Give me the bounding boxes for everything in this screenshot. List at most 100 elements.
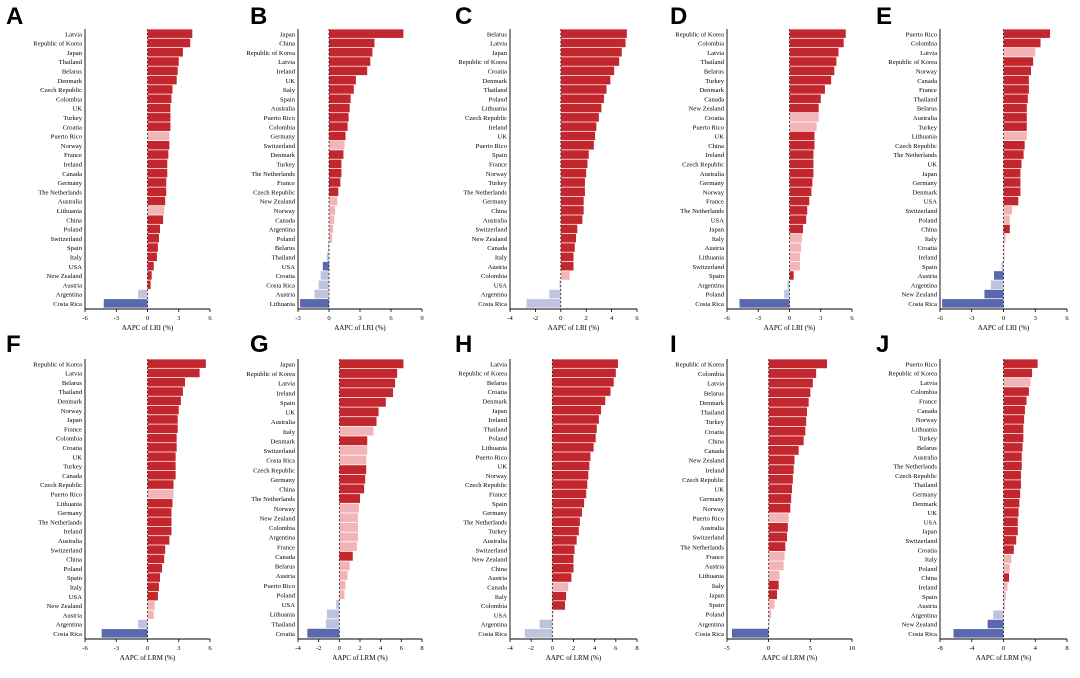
x-tick-label: 4 [379,645,383,652]
category-label: Australia [483,538,507,545]
bar [768,369,817,378]
bar [789,103,819,113]
bar [147,377,185,387]
category-label: Puerto Rico [476,454,508,461]
x-tick-label: 6 [850,315,854,322]
category-label: Ireland [63,161,82,168]
bar [552,489,587,499]
category-label: Switzerland [906,208,938,215]
bar [789,243,801,252]
category-label: Thailand [701,410,725,417]
bar [789,168,814,178]
category-label: The Netherlands [463,519,507,526]
category-label: Thailand [701,59,725,66]
x-tick-label: 4 [593,645,597,652]
bar [1003,526,1018,536]
category-label: New Zealand [902,622,938,629]
category-label: Italy [925,236,938,243]
x-tick-label: 0 [1002,645,1006,652]
category-label: Canada [487,245,507,252]
bar [147,113,171,122]
x-tick-label: 0 [788,315,792,322]
bar [1003,573,1010,582]
bar [339,551,353,561]
bar [789,66,835,76]
bar [339,590,345,600]
bar [147,140,170,150]
category-label: Norway [703,506,725,513]
category-label: Turkey [63,464,83,471]
category-label: Norway [916,417,938,424]
bar [1001,261,1004,271]
category-label: Norway [274,208,296,215]
category-label: Austria [276,573,295,580]
category-label: Latvia [707,381,724,388]
bar [1003,215,1010,224]
x-tick-label: -2 [533,315,539,322]
bar [1003,140,1025,150]
category-label: Republic of Korea [33,41,82,48]
bar [526,299,561,308]
category-label: Germany [57,510,82,517]
bar [339,484,365,494]
category-label: Belarus [275,564,296,571]
bar [1003,508,1019,517]
x-tick-label: 8 [1065,645,1069,652]
bar [326,252,329,262]
bar [1003,396,1027,406]
x-tick-label: 2 [585,315,588,322]
x-axis-label: AAPC of LRI (%) [122,324,174,332]
category-label: Spain [709,273,725,280]
x-tick-label: -3 [114,315,120,322]
bar [147,159,168,169]
bar [560,57,620,66]
category-label: Costa Rica [478,301,507,308]
bar [768,407,807,417]
category-label: Colombia [698,371,724,378]
bar [560,159,588,169]
category-label: Norway [61,143,83,150]
bar [768,426,806,436]
category-label: Republic of Korea [888,59,937,66]
category-label: Ireland [705,467,724,474]
bar [552,396,606,406]
bar [789,47,839,57]
category-label: Austria [488,575,507,582]
category-label: Norway [916,68,938,75]
category-label: The Netherlands [251,171,295,178]
category-label: Belarus [487,31,508,38]
category-label: UK [497,134,507,141]
category-label: New Zealand [47,603,83,610]
bar [789,215,807,224]
category-label: Spain [67,575,83,582]
bar [1003,601,1006,610]
x-tick-label: -3 [756,315,762,322]
category-label: Denmark [699,400,724,407]
category-label: The Netherlands [463,189,507,196]
category-label: Colombia [481,273,507,280]
bar [147,280,151,290]
bar [789,57,837,66]
category-label: Latvia [490,41,507,48]
bar [147,215,164,224]
category-label: China [491,208,507,215]
bar [329,66,368,76]
category-label: Czech Republic [895,143,937,150]
x-tick-label: 6 [208,645,212,652]
category-label: New Zealand [260,515,296,522]
bar [339,522,358,532]
bar [1003,536,1017,545]
category-label: Germany [270,134,295,141]
bar [147,252,157,262]
bar [329,206,336,215]
category-label: Spain [67,245,83,252]
bar [524,629,553,638]
category-label: Croatia [488,68,507,75]
category-label: USA [494,612,507,619]
bar [147,396,181,406]
category-label: Republic of Korea [246,371,295,378]
category-label: Colombia [698,41,724,48]
category-label: Puerto Rico [264,115,296,122]
bar [768,503,791,513]
bar [339,388,394,398]
